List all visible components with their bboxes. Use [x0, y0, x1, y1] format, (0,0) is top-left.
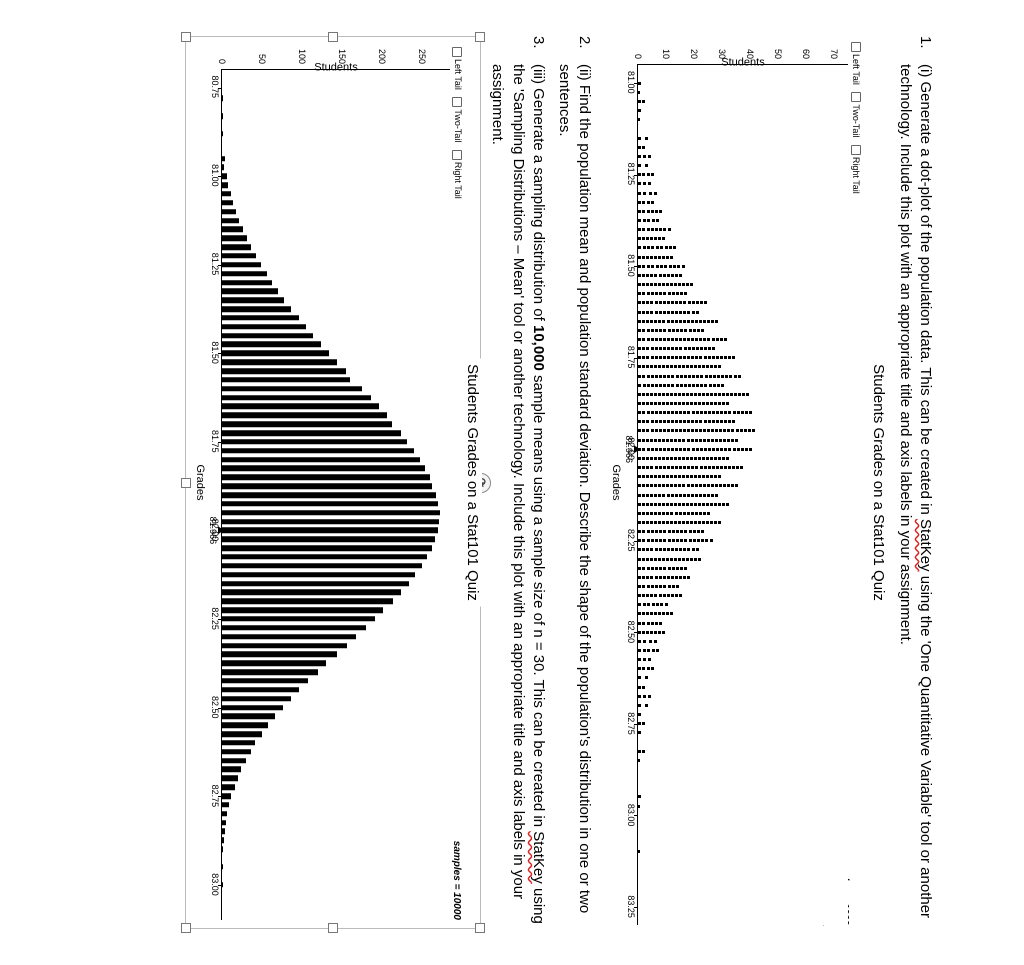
q3-text-b: sample means using a sample size of n = … [530, 371, 547, 831]
right-tail-checkbox[interactable] [851, 145, 861, 155]
q2-part: (ii) [576, 64, 593, 81]
two-tail-checkbox-2[interactable] [452, 97, 462, 107]
left-tail-label: Left Tail [851, 54, 861, 85]
q3-number: 3. [487, 36, 548, 64]
chart1-plot-area: Students 010203040506070 81.966 [637, 64, 848, 925]
chart1-title: Students Grades on a Stat101 Quiz [868, 36, 888, 929]
sel-handle-tl[interactable] [475, 32, 485, 42]
q2-number: 2. [554, 36, 595, 64]
question-1: 1. (i) Generate a dot-plot of the popula… [895, 36, 936, 929]
sel-handle-tr[interactable] [475, 923, 485, 933]
chart2-plot-area: Students 050100150200250 81.966 [221, 69, 450, 920]
two-tail-checkbox[interactable] [851, 92, 861, 102]
chart2-tail-options: Left Tail Two-Tail Right Tail [452, 41, 466, 924]
two-tail-label-2: Two-Tail [453, 109, 463, 142]
chart2-xlabel: Grades [192, 41, 207, 924]
q1-number: 1. [895, 36, 936, 64]
two-tail-label: Two-Tail [851, 104, 861, 137]
left-tail-checkbox-2[interactable] [452, 47, 462, 57]
q3-text-a: Generate a sampling distribution of [530, 88, 547, 325]
chart2-selection-frame[interactable]: ⟳ Students Grades on a Stat101 Quiz Left… [185, 36, 481, 929]
sel-handle-bm[interactable] [181, 478, 191, 488]
left-tail-checkbox[interactable] [851, 42, 861, 52]
q2-text: Find the population mean and population … [556, 64, 593, 913]
chart2-stat-samples: samples = 10000 [450, 840, 463, 920]
q3-part: (iii) [530, 64, 547, 84]
chart1: Students Grades on a Stat101 Quiz Left T… [608, 36, 888, 929]
sel-handle-bl[interactable] [181, 32, 191, 42]
right-tail-label-2: Right Tail [453, 162, 463, 199]
chart1-xlabel: Grades [608, 36, 623, 929]
chart1-tail-options: Left Tail Two-Tail Right Tail [850, 36, 864, 929]
sel-handle-mr[interactable] [328, 923, 338, 933]
q1-statkey: StatKey [917, 519, 934, 572]
q1-part: (i) [917, 64, 934, 77]
question-2: 2. (ii) Find the population mean and pop… [554, 36, 595, 929]
q1-text-a: Generate a dot-plot of the population da… [917, 82, 934, 520]
question-3: 3. (iii) Generate a sampling distributio… [487, 36, 548, 929]
right-tail-checkbox-2[interactable] [452, 150, 462, 160]
left-tail-label-2: Left Tail [453, 59, 463, 90]
sel-handle-br[interactable] [181, 923, 191, 933]
q3-bold: 10,000 [530, 325, 547, 371]
q3-statkey: StatKey [530, 831, 547, 884]
right-tail-label: Right Tail [851, 157, 861, 194]
